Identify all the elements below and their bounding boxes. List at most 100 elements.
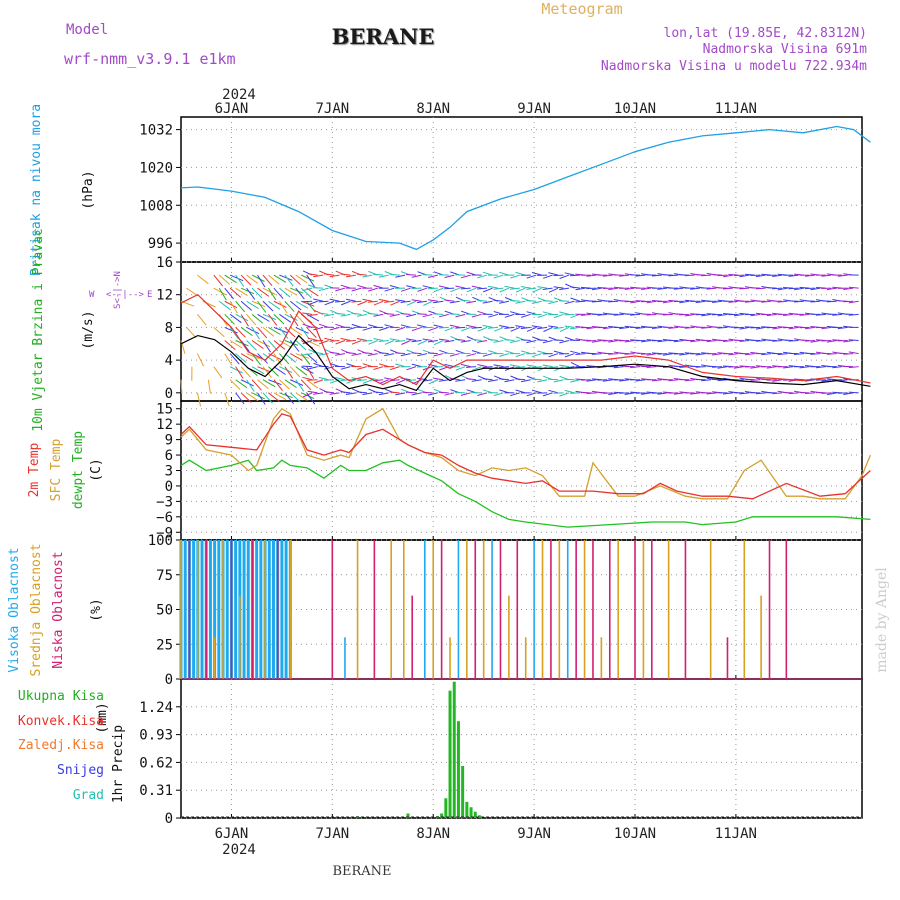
wind-arrow <box>290 353 303 361</box>
wind-arrow <box>335 287 346 292</box>
wind-arrow <box>268 287 277 301</box>
wind-arrow <box>630 313 641 316</box>
wind-arrow <box>657 339 668 343</box>
wind-arrow <box>482 324 493 328</box>
wind-arrow <box>788 339 799 342</box>
wind-arrow <box>575 353 586 355</box>
wind-arrow <box>799 313 810 316</box>
wind-arrow <box>586 326 597 330</box>
wind-arrow <box>224 274 237 284</box>
wind-arrow <box>427 287 438 290</box>
wind-arrow <box>455 313 466 318</box>
wind-arrow <box>826 287 837 291</box>
precip-legend-konvek: Konvek.Kisa <box>18 714 104 729</box>
ytick-label: 0 <box>165 479 173 495</box>
wind-arrow <box>641 339 652 343</box>
wind-arrow <box>793 353 805 355</box>
precip-legend-grad: Grad <box>73 788 104 803</box>
wind-arrow <box>406 285 417 289</box>
ytick-label: 1.24 <box>139 700 173 716</box>
wind-arrow <box>466 366 477 368</box>
wind-arrow <box>526 326 537 332</box>
precip-bar <box>448 690 452 818</box>
wind-arrow <box>843 339 854 343</box>
wind-arrow <box>744 300 755 303</box>
wind-arrow <box>810 353 821 355</box>
wind-arrow <box>411 299 422 302</box>
wind-arrow <box>389 285 400 289</box>
wind-arrow <box>373 300 384 306</box>
wind-arrow <box>624 287 635 290</box>
wind-arrow <box>499 353 510 357</box>
ytick-label: 0.62 <box>139 755 173 771</box>
wind-arrow <box>722 392 734 395</box>
top-day-label: 11JAN <box>715 101 757 117</box>
wind-arrow <box>389 338 400 341</box>
wind-arrow <box>273 287 284 300</box>
svg-text:W: W <box>89 290 95 300</box>
wind-arrow <box>640 353 652 355</box>
precip-bar <box>444 798 448 818</box>
wind-arrow <box>240 379 254 387</box>
wind-arrow <box>268 392 280 402</box>
wind-arrow <box>690 339 701 343</box>
wind-arrow <box>340 273 351 276</box>
wind-arrow <box>488 285 499 289</box>
wind-arrow <box>356 273 367 276</box>
wind-arrow <box>213 327 225 338</box>
wind-arrow <box>646 353 657 356</box>
top-day-label: 6JAN <box>215 101 249 117</box>
wind-arrow <box>537 286 548 289</box>
wind-arrow <box>570 297 581 302</box>
ytick-label: −9 <box>156 525 173 541</box>
wind-arrow <box>219 367 229 377</box>
ytick-label: 0 <box>165 672 173 688</box>
wind-arrow <box>279 366 293 374</box>
ytick-label: 4 <box>165 353 173 369</box>
wind-arrow <box>788 274 799 277</box>
wind-arrow <box>766 287 777 289</box>
wind-arrow <box>345 392 356 395</box>
wind-arrow <box>306 353 318 364</box>
wind-arrow <box>186 327 197 338</box>
wind-arrow <box>586 392 597 394</box>
wind-arrow <box>307 366 318 370</box>
wind-arrow <box>257 392 266 405</box>
wind-arrow <box>400 324 411 328</box>
wind-arrow <box>848 300 859 304</box>
wind-arrow <box>279 274 293 281</box>
wind-arrow <box>548 272 559 276</box>
wind-arrow <box>739 287 750 290</box>
wind-arrow <box>477 299 488 302</box>
wind-arrow <box>570 313 581 319</box>
wind-arrow <box>273 326 288 333</box>
wind-arrow <box>711 366 723 368</box>
wind-arrow <box>755 274 766 278</box>
wind-arrow <box>526 287 537 290</box>
wind-arrow <box>257 313 270 322</box>
wind-arrow <box>335 353 346 356</box>
wind-arrow <box>422 338 433 341</box>
wind-arrow <box>389 313 400 317</box>
wind-arrow <box>564 353 575 358</box>
wind-arrow <box>509 299 520 302</box>
wind-arrow <box>848 366 859 369</box>
wind-arrow <box>766 366 777 369</box>
wind-arrow <box>821 326 832 330</box>
wind-arrow <box>477 392 488 396</box>
precip-legend-snijeg: Snijeg <box>57 763 104 778</box>
wind-arrow <box>356 391 367 394</box>
wind-arrow <box>482 378 493 381</box>
wind-arrow <box>329 351 340 355</box>
wind-arrow <box>444 363 455 368</box>
wind-arrow <box>794 287 805 291</box>
wind-arrow <box>203 354 211 365</box>
wind-arrow <box>493 392 504 397</box>
wind-arrow <box>477 287 488 290</box>
top-day-label: 10JAN <box>614 101 656 117</box>
wind-arrow <box>706 287 717 290</box>
wind-arrow <box>362 326 373 331</box>
wind-arrow <box>273 392 287 401</box>
wind-arrow <box>799 366 810 369</box>
wind-arrow <box>493 340 504 343</box>
